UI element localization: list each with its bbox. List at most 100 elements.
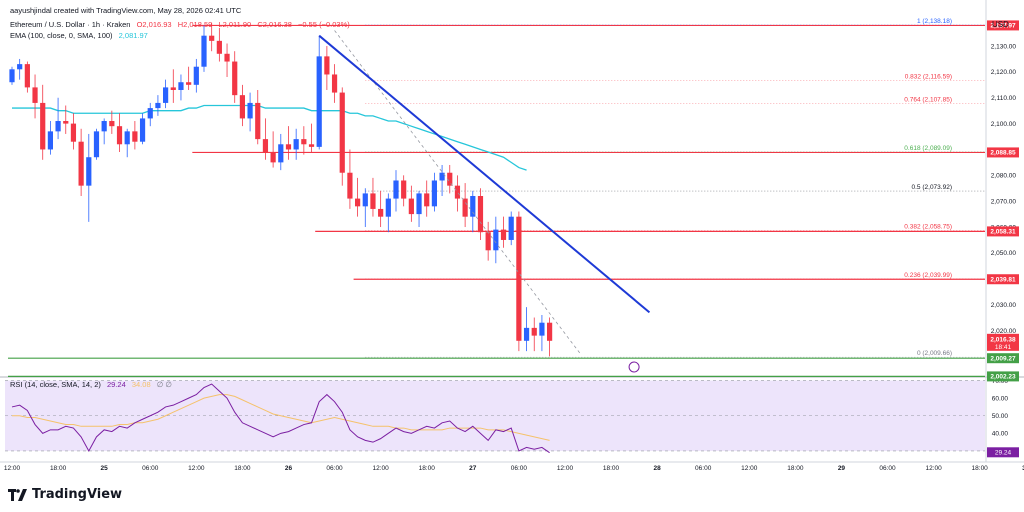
candle-body[interactable]: [63, 121, 69, 124]
time-axis-label: 06:00: [142, 465, 159, 472]
candle-body[interactable]: [401, 180, 407, 199]
candle-body[interactable]: [163, 87, 169, 103]
candle-body[interactable]: [109, 121, 115, 127]
fib-level-label: 0 (2,009.66): [917, 350, 952, 357]
candle-body[interactable]: [170, 87, 176, 90]
candle-body[interactable]: [362, 193, 368, 207]
time-axis-label: 18:00: [234, 465, 251, 472]
time-axis-label: 12:00: [372, 465, 389, 472]
candle-body[interactable]: [462, 198, 468, 217]
candle-body[interactable]: [493, 229, 499, 251]
candle-body[interactable]: [78, 141, 84, 186]
candle-body[interactable]: [55, 121, 61, 132]
candle-body[interactable]: [285, 144, 292, 150]
candle-body[interactable]: [393, 180, 399, 199]
candle-body[interactable]: [255, 102, 261, 140]
candle-body[interactable]: [186, 82, 192, 85]
candle-body[interactable]: [232, 61, 238, 96]
candle-body[interactable]: [178, 82, 184, 90]
candle-body[interactable]: [209, 35, 215, 41]
high-value: H2,018.59: [177, 20, 213, 29]
candle-body[interactable]: [331, 74, 338, 93]
candle-body[interactable]: [9, 69, 15, 83]
candle-body[interactable]: [308, 144, 315, 147]
rsi-axis-tick: 50.00: [992, 413, 1009, 420]
candle-body[interactable]: [132, 131, 138, 142]
currency-label: USD: [992, 20, 1013, 29]
candle-body[interactable]: [262, 139, 269, 153]
candle-body[interactable]: [424, 193, 430, 207]
candle-body[interactable]: [324, 56, 330, 75]
candle-body[interactable]: [17, 64, 23, 70]
bearish-trend-line[interactable]: [318, 34, 651, 314]
candle-body[interactable]: [24, 64, 30, 88]
candle-body[interactable]: [447, 172, 453, 186]
time-axis-label: 18:00: [50, 465, 67, 472]
time-axis-label: 12:00: [188, 465, 205, 472]
candle-body[interactable]: [385, 198, 391, 217]
ema-line[interactable]: [12, 104, 527, 171]
price-tag: [987, 274, 1019, 285]
candle-body[interactable]: [270, 152, 276, 163]
candle-body[interactable]: [47, 131, 53, 150]
rsi-ma-line[interactable]: [12, 394, 550, 441]
candle-body[interactable]: [239, 95, 245, 119]
candle-body[interactable]: [70, 123, 77, 142]
candle-body[interactable]: [439, 172, 445, 181]
candle-body[interactable]: [124, 131, 130, 145]
candle-body[interactable]: [155, 102, 161, 109]
candle-body[interactable]: [378, 208, 384, 217]
candle-body[interactable]: [539, 322, 545, 336]
last-price-label: 2,016.38: [990, 336, 1016, 343]
ema-legend[interactable]: EMA (100, close, 0, SMA, 100) 2,081.97: [10, 31, 152, 40]
price-axis-tick: 2,030.00: [991, 302, 1017, 309]
dashed-projection-line[interactable]: [334, 30, 581, 354]
candle-body[interactable]: [523, 327, 530, 341]
candle-body[interactable]: [278, 144, 284, 163]
candle-body[interactable]: [116, 126, 123, 145]
candle-body[interactable]: [470, 196, 476, 217]
candle-body[interactable]: [316, 56, 322, 147]
candle-body[interactable]: [547, 322, 553, 341]
candle-body[interactable]: [86, 157, 92, 186]
candle-body[interactable]: [370, 193, 376, 209]
candle-body[interactable]: [93, 131, 100, 158]
candle-body[interactable]: [485, 232, 491, 251]
rsi-legend[interactable]: RSI (14, close, SMA, 14, 2) 29.24 34.08 …: [10, 380, 176, 389]
symbol-title[interactable]: Ethereum / U.S. Dollar · 1h · Kraken: [10, 20, 131, 29]
rsi-line[interactable]: [11, 383, 550, 454]
candle-body[interactable]: [301, 139, 307, 145]
reload-icon[interactable]: [628, 361, 640, 373]
candle-body[interactable]: [355, 198, 361, 207]
candle-body[interactable]: [193, 66, 199, 85]
price-axis-tick: 2,050.00: [991, 250, 1017, 257]
time-axis-label: 18:00: [972, 465, 989, 472]
candle-body[interactable]: [408, 198, 414, 215]
candle-body[interactable]: [508, 216, 514, 240]
candle-body[interactable]: [431, 180, 437, 207]
tradingview-logo[interactable]: TradingView: [8, 487, 122, 502]
candle-body[interactable]: [32, 87, 38, 103]
rsi-value-tag-label: 29.24: [995, 450, 1012, 457]
candle-body[interactable]: [216, 40, 222, 54]
candle-body[interactable]: [40, 102, 46, 150]
candle-body[interactable]: [147, 108, 153, 119]
candle-body[interactable]: [416, 193, 422, 215]
candle-body[interactable]: [224, 53, 230, 62]
candle-body[interactable]: [247, 102, 253, 119]
candle-body[interactable]: [531, 327, 537, 336]
fib-level-label: 0.382 (2,058.75): [904, 223, 952, 230]
candle-body[interactable]: [201, 35, 207, 67]
candle-body[interactable]: [293, 139, 299, 150]
candle-body[interactable]: [139, 118, 146, 142]
candle-body[interactable]: [516, 216, 522, 341]
candle-body[interactable]: [339, 92, 345, 173]
time-axis-label: 12:00: [741, 465, 758, 472]
candle-body[interactable]: [477, 196, 484, 233]
candle-body[interactable]: [500, 229, 507, 240]
candle-body[interactable]: [347, 172, 353, 199]
candle-body[interactable]: [101, 121, 107, 132]
candle-body[interactable]: [454, 185, 461, 199]
